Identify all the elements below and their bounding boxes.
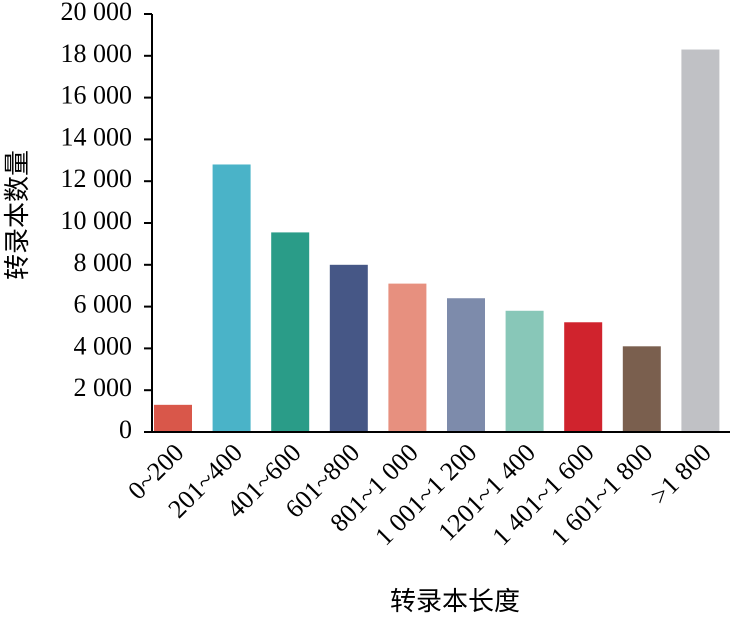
bar [564, 322, 603, 432]
y-tick-label: 14 000 [61, 122, 133, 151]
bar [622, 346, 661, 432]
y-tick-label: 16 000 [61, 81, 133, 110]
y-tick-label: 8 000 [74, 248, 133, 277]
bar [505, 310, 544, 432]
bar [212, 164, 251, 433]
bar [681, 49, 720, 432]
y-tick-label: 2 000 [74, 373, 133, 402]
y-tick-label: 6 000 [74, 290, 133, 319]
bar [447, 298, 485, 432]
y-axis-title: 转录本数量 [3, 150, 32, 280]
y-tick-label: 10 000 [61, 206, 133, 235]
bar [154, 404, 192, 432]
bar [271, 232, 310, 432]
x-tick-label: >1 800 [645, 438, 717, 510]
bar [329, 264, 368, 432]
y-tick-label: 4 000 [74, 331, 133, 360]
bar [388, 283, 427, 432]
y-tick-label: 18 000 [61, 39, 133, 68]
y-tick-label: 12 000 [61, 164, 133, 193]
x-axis-title: 转录本长度 [390, 587, 520, 616]
y-tick-label: 20 000 [61, 0, 133, 26]
y-tick-label: 0 [119, 415, 132, 444]
